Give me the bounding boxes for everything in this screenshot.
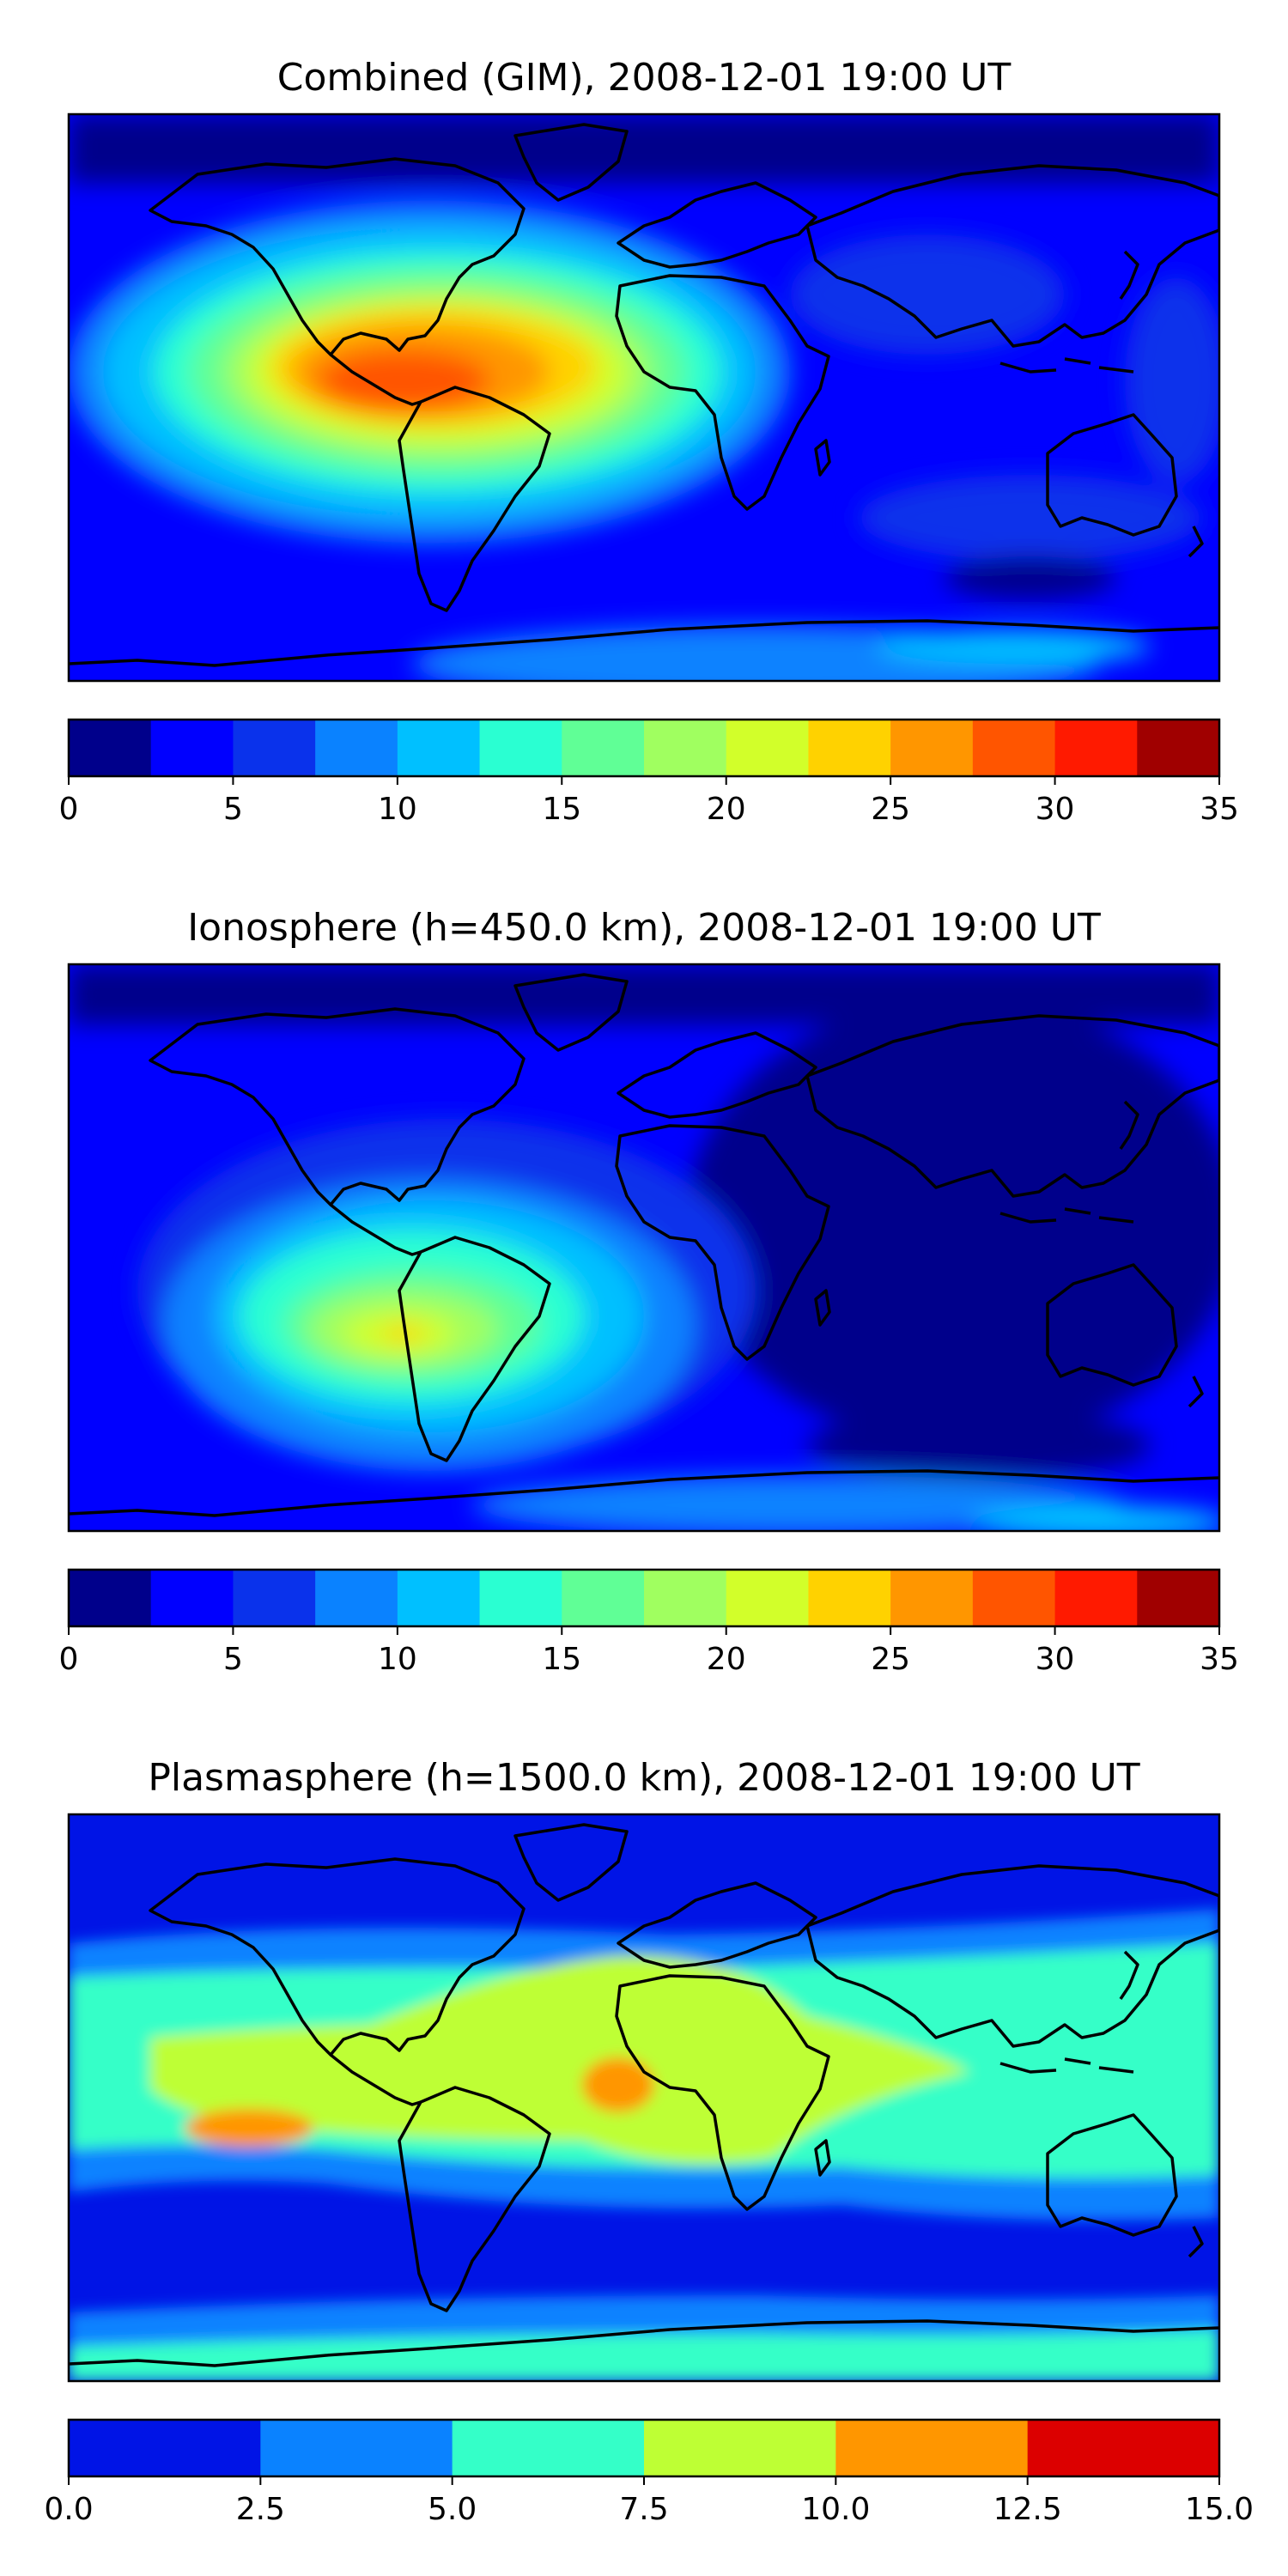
colorbar-segment bbox=[808, 720, 891, 776]
colorbar-segment bbox=[890, 720, 974, 776]
colorbar-segment bbox=[726, 720, 809, 776]
colorbar: 0 5 10 15 20 25 30 35 bbox=[59, 718, 1239, 827]
colorbar-segment bbox=[890, 1570, 974, 1626]
tec-contour-map bbox=[69, 964, 1219, 1531]
colorbar-tick-label: 10 bbox=[378, 792, 417, 827]
colorbar-segment bbox=[260, 2420, 453, 2476]
tec-contour-map bbox=[69, 1814, 1219, 2381]
colorbar-segment bbox=[315, 720, 398, 776]
map-frame bbox=[67, 1813, 1221, 2383]
colorbar-tick-label: 15 bbox=[542, 1642, 581, 1677]
colorbar-tick-label: 10 bbox=[378, 1642, 417, 1677]
panel-ionosphere: Ionosphere (h=450.0 km), 2008-12-01 19:0… bbox=[59, 906, 1239, 1677]
colorbar-tick-label: 0.0 bbox=[44, 2492, 93, 2527]
colorbar-tick-label: 20 bbox=[707, 792, 746, 827]
colorbar-segment bbox=[397, 1570, 481, 1626]
colorbar-segment bbox=[972, 1570, 1056, 1626]
colorbar-segment bbox=[69, 1570, 152, 1626]
colorbar-tick-label: 7.5 bbox=[619, 2492, 668, 2527]
colorbar-segment bbox=[726, 1570, 809, 1626]
colorbar-tick-label: 35 bbox=[1200, 1642, 1239, 1677]
colorbar-segment bbox=[1054, 720, 1138, 776]
colorbar-segment bbox=[644, 2420, 836, 2476]
panel-plasmasphere: Plasmasphere (h=1500.0 km), 2008-12-01 1… bbox=[44, 1756, 1254, 2527]
colorbar-tick-label: 35 bbox=[1200, 792, 1239, 827]
panel-combined: Combined (GIM), 2008-12-01 19:00 UT bbox=[59, 56, 1239, 827]
colorbar-tick-label: 20 bbox=[707, 1642, 746, 1677]
colorbar-tick-label: 5 bbox=[223, 1642, 243, 1677]
colorbar-segment bbox=[644, 1570, 727, 1626]
colorbar-segment bbox=[233, 1570, 316, 1626]
colorbar-segment bbox=[69, 2420, 261, 2476]
colorbar-segment bbox=[835, 2420, 1029, 2476]
colorbar-tick-label: 30 bbox=[1036, 792, 1075, 827]
colorbar-segment bbox=[315, 1570, 398, 1626]
colorbar-segment bbox=[562, 720, 645, 776]
colorbar-segment bbox=[1137, 1570, 1220, 1626]
colorbar-tick-label: 2.5 bbox=[236, 2492, 285, 2527]
colorbar-segment bbox=[479, 720, 562, 776]
panel-title: Ionosphere (h=450.0 km), 2008-12-01 19:0… bbox=[187, 906, 1101, 950]
colorbar-segment bbox=[150, 720, 234, 776]
colorbar-tick-label: 10.0 bbox=[801, 2492, 870, 2527]
colorbar-segment bbox=[233, 720, 316, 776]
map-frame bbox=[67, 112, 1221, 683]
colorbar-segment bbox=[972, 720, 1056, 776]
colorbar: 0.0 2.5 5.0 7.5 10.0 12.5 15.0 bbox=[44, 2418, 1254, 2527]
colorbar-frame bbox=[67, 1568, 1221, 1628]
colorbar-frame bbox=[67, 718, 1221, 778]
tec-contour-map bbox=[69, 114, 1219, 681]
colorbar-tick-label: 25 bbox=[871, 792, 910, 827]
colorbar-tick-label: 30 bbox=[1036, 1642, 1075, 1677]
colorbar-segment bbox=[150, 1570, 234, 1626]
colorbar-tick-label: 15 bbox=[542, 792, 581, 827]
colorbar-segment bbox=[69, 720, 152, 776]
panel-title: Combined (GIM), 2008-12-01 19:00 UT bbox=[277, 56, 1012, 100]
colorbar-tick-label: 0 bbox=[59, 1642, 79, 1677]
colorbar-segment bbox=[397, 720, 481, 776]
colorbar-tick-label: 15.0 bbox=[1185, 2492, 1254, 2527]
colorbar-segment bbox=[562, 1570, 645, 1626]
colorbar-segment bbox=[644, 720, 727, 776]
colorbar-segment bbox=[479, 1570, 562, 1626]
colorbar-tick-label: 25 bbox=[871, 1642, 910, 1677]
colorbar-segment bbox=[452, 2420, 645, 2476]
colorbar-segment bbox=[1054, 1570, 1138, 1626]
colorbar-tick-label: 12.5 bbox=[993, 2492, 1062, 2527]
colorbar-tick-label: 5.0 bbox=[428, 2492, 477, 2527]
panel-title: Plasmasphere (h=1500.0 km), 2008-12-01 1… bbox=[148, 1756, 1139, 1800]
colorbar-segment bbox=[1137, 720, 1220, 776]
colorbar-segment bbox=[1027, 2420, 1220, 2476]
colorbar-tick-label: 0 bbox=[59, 792, 79, 827]
colorbar-segment bbox=[808, 1570, 891, 1626]
map-frame bbox=[67, 963, 1221, 1533]
colorbar-tick-label: 5 bbox=[223, 792, 243, 827]
colorbar: 0 5 10 15 20 25 30 35 bbox=[59, 1568, 1239, 1677]
